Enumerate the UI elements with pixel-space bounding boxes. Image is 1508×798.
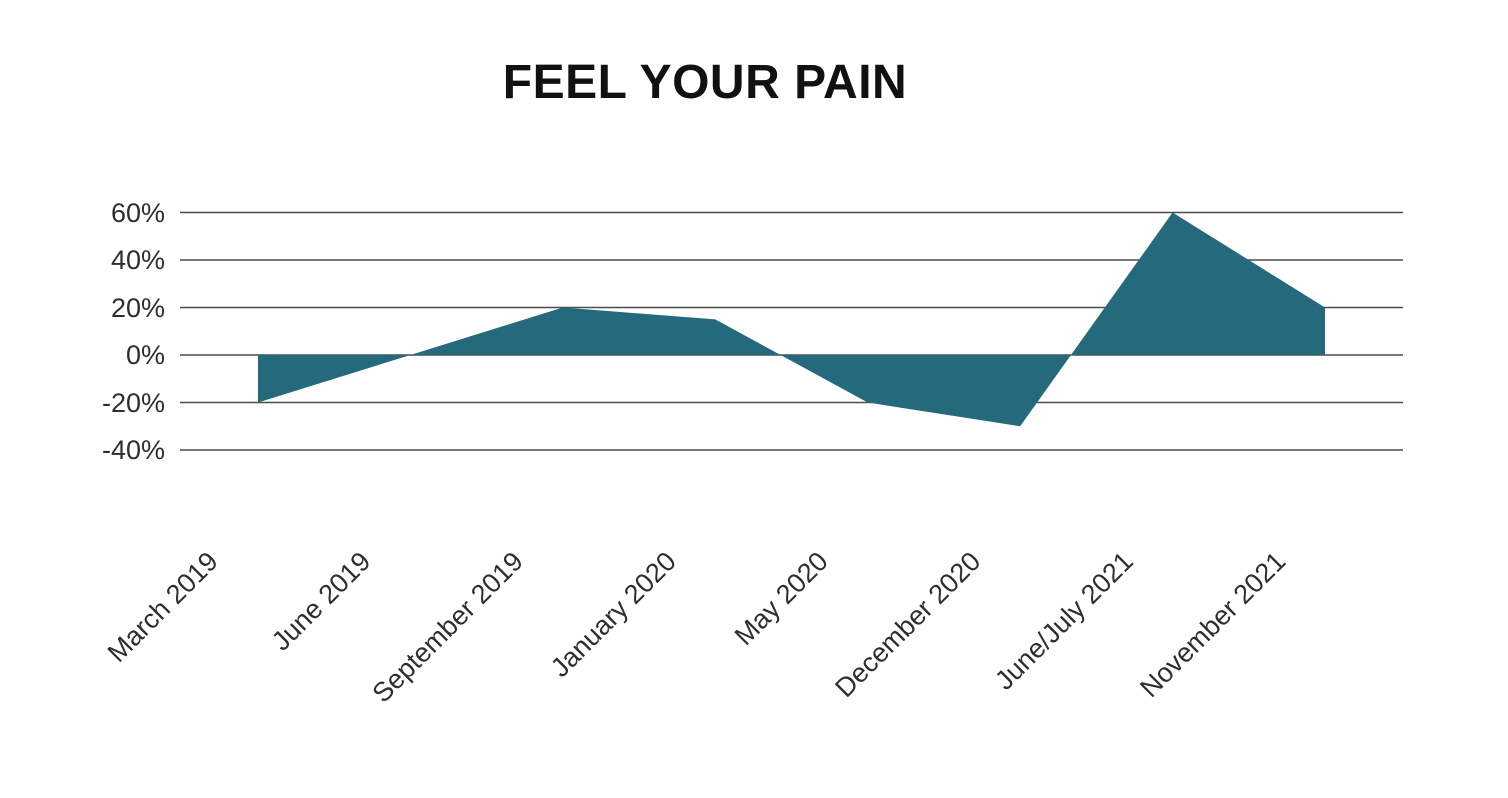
y-axis-tick-label: -20% [101, 387, 165, 418]
y-axis-tick-label: -40% [101, 435, 165, 465]
y-axis-tick-label: 0% [125, 340, 165, 370]
area-series [258, 212, 1325, 427]
chart-title: FEEL YOUR PAIN [502, 56, 908, 109]
y-axis-tick-label: 40% [110, 245, 165, 275]
y-axis-tick-label: 60% [110, 197, 165, 228]
y-axis-tick-label: 20% [110, 292, 165, 323]
